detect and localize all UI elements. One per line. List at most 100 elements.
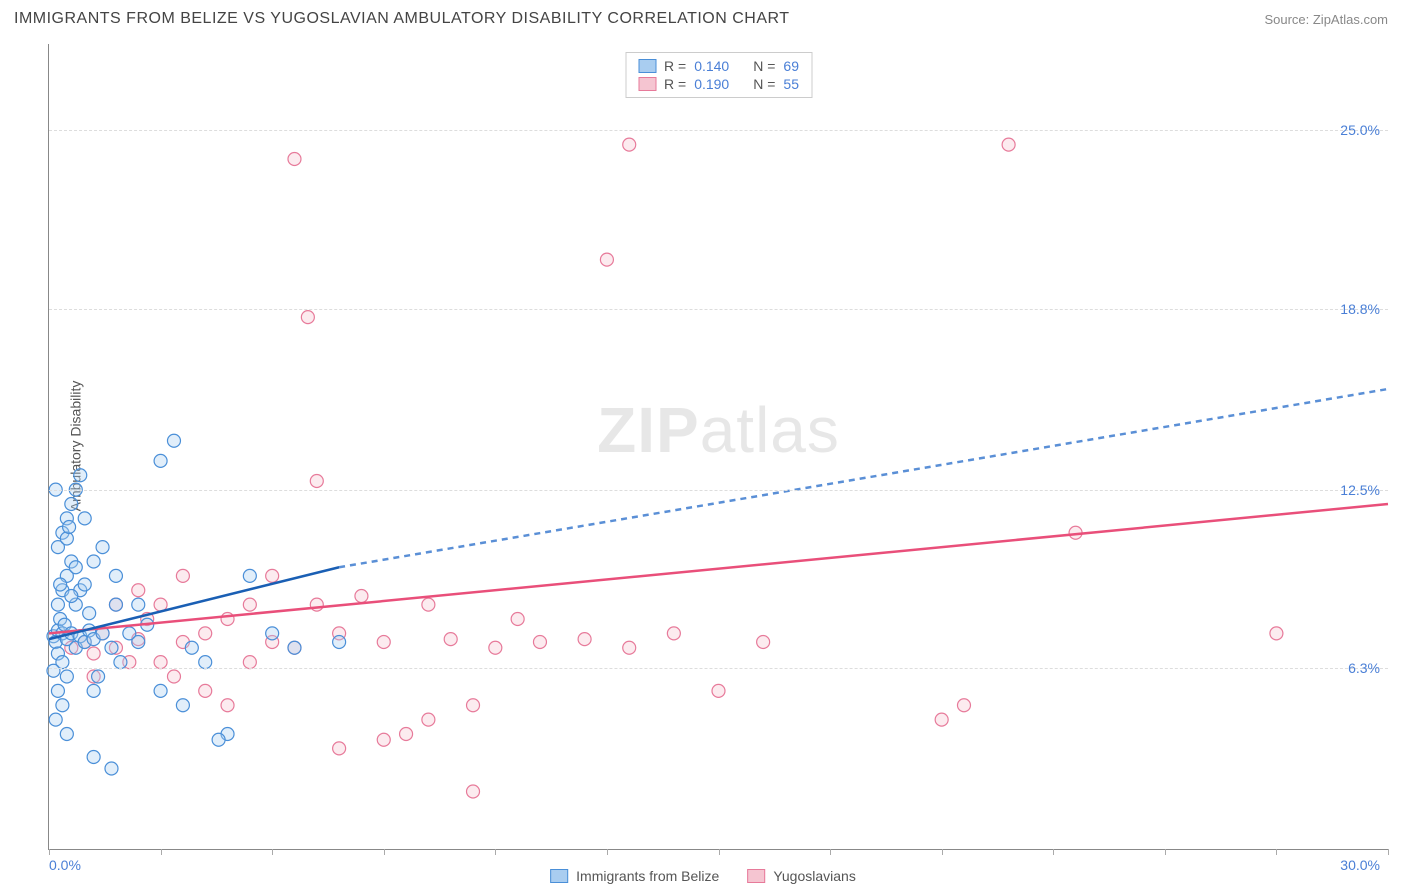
data-point [301,311,314,324]
r-value-yugo: 0.190 [694,76,729,92]
r-value-belize: 0.140 [694,58,729,74]
data-point [288,153,301,166]
data-point [154,656,167,669]
data-point [87,647,100,660]
data-point [221,699,234,712]
data-point [154,684,167,697]
legend-label-belize: Immigrants from Belize [576,868,719,884]
data-point [266,627,279,640]
data-point [109,569,122,582]
data-point [176,569,189,582]
swatch-belize-icon [638,59,656,73]
data-point [87,555,100,568]
data-point [92,670,105,683]
data-point [47,664,60,677]
data-point [489,641,502,654]
data-point [1270,627,1283,640]
data-point [400,728,413,741]
x-tick [1165,849,1166,855]
n-value-yugo: 55 [783,76,799,92]
x-tick [607,849,608,855]
x-tick [1388,849,1389,855]
x-tick [495,849,496,855]
data-point [243,598,256,611]
data-point [105,762,118,775]
data-point [422,598,435,611]
x-tick [1276,849,1277,855]
legend-label-yugo: Yugoslavians [773,868,856,884]
n-value-belize: 69 [783,58,799,74]
data-point [623,641,636,654]
data-point [757,636,770,649]
gridline [49,668,1388,669]
data-point [212,733,225,746]
data-point [444,633,457,646]
gridline [49,130,1388,131]
legend-item-yugo: Yugoslavians [747,868,856,884]
data-point [243,656,256,669]
data-point [623,138,636,151]
x-tick [272,849,273,855]
data-point [712,684,725,697]
series-legend: Immigrants from Belize Yugoslavians [550,868,856,884]
legend-item-belize: Immigrants from Belize [550,868,719,884]
data-point [167,434,180,447]
data-point [83,607,96,620]
data-point [288,641,301,654]
data-point [467,785,480,798]
y-tick-label: 25.0% [1340,122,1380,138]
data-point [96,541,109,554]
data-point [243,569,256,582]
data-point [266,569,279,582]
data-point [957,699,970,712]
data-point [132,636,145,649]
swatch-belize-icon [550,869,568,883]
data-point [199,656,212,669]
chart-title: IMMIGRANTS FROM BELIZE VS YUGOSLAVIAN AM… [14,10,790,28]
trend-line [339,389,1388,567]
swatch-yugo-icon [747,869,765,883]
data-point [60,532,73,545]
correlation-row-yugo: R = 0.190 N = 55 [638,75,799,93]
data-point [87,751,100,764]
data-point [114,656,127,669]
data-point [333,742,346,755]
data-point [132,584,145,597]
data-point [49,713,62,726]
swatch-yugo-icon [638,77,656,91]
x-tick [830,849,831,855]
data-point [105,641,118,654]
correlation-row-belize: R = 0.140 N = 69 [638,57,799,75]
data-point [422,713,435,726]
data-point [132,598,145,611]
data-point [65,498,78,511]
data-point [533,636,546,649]
data-point [578,633,591,646]
data-point [511,613,524,626]
x-tick [719,849,720,855]
trend-line [49,567,339,639]
data-point [467,699,480,712]
x-tick [384,849,385,855]
data-point [51,598,64,611]
data-point [199,684,212,697]
data-point [69,561,82,574]
data-point [63,521,76,534]
data-point [377,636,390,649]
data-point [78,578,91,591]
data-point [355,590,368,603]
source-attribution: Source: ZipAtlas.com [1264,12,1388,27]
gridline [49,490,1388,491]
x-tick-label: 30.0% [1340,857,1380,873]
data-point [154,454,167,467]
data-point [176,699,189,712]
data-point [60,728,73,741]
x-tick [49,849,50,855]
data-point [60,670,73,683]
data-point [935,713,948,726]
data-point [87,684,100,697]
trend-line [49,504,1388,633]
data-point [56,699,69,712]
data-point [310,475,323,488]
data-point [74,469,87,482]
